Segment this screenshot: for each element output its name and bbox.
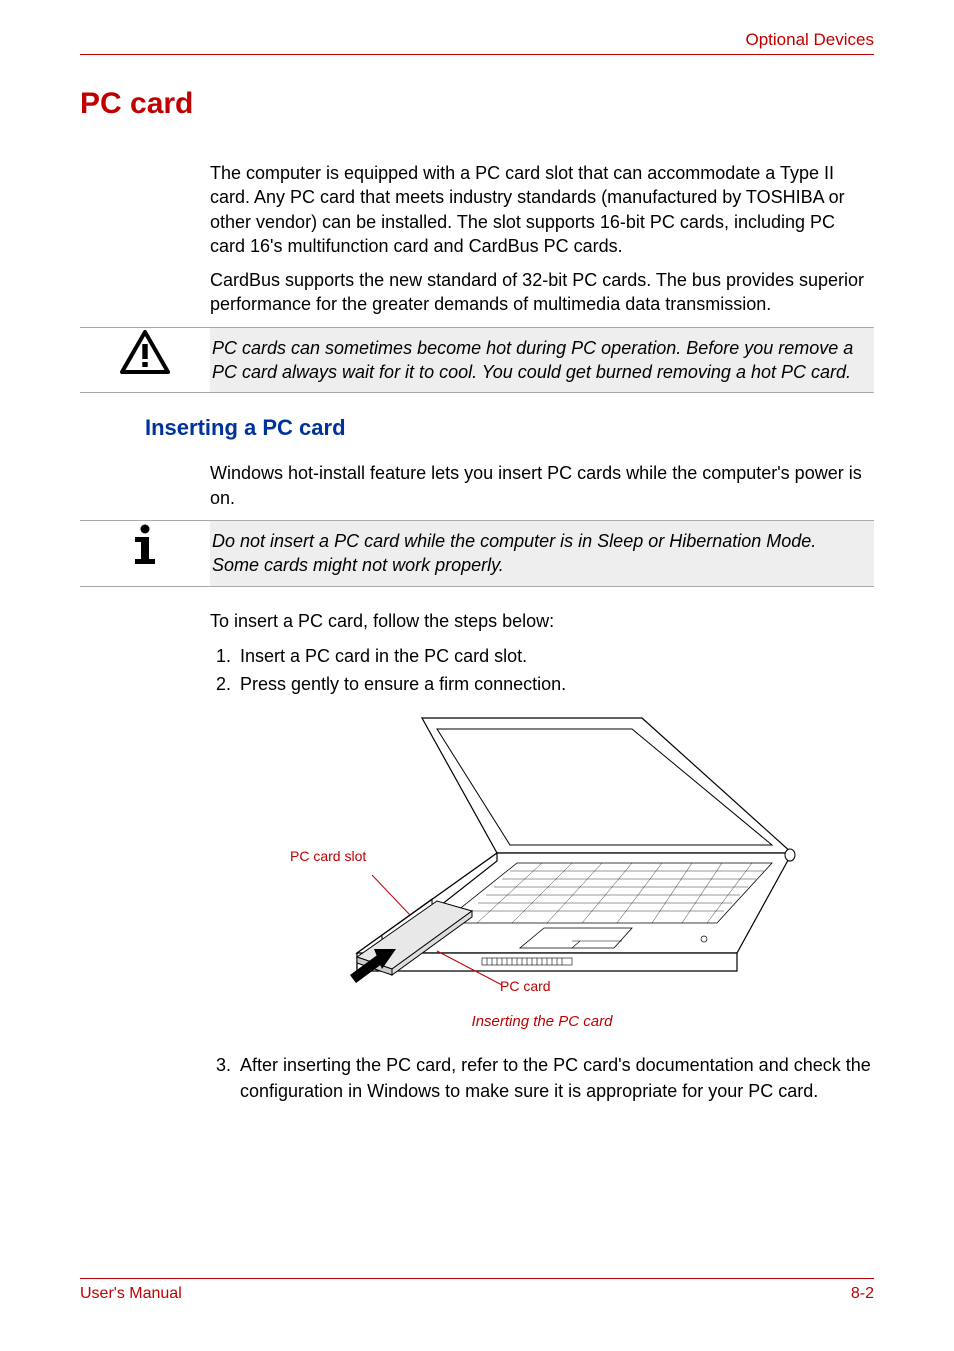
note-callout: Do not insert a PC card while the comput… [80,520,874,587]
step-2: Press gently to ensure a firm connection… [236,671,874,697]
insert-steps: Insert a PC card in the PC card slot. Pr… [210,643,874,697]
figure-wrap: PC card slot PC card [210,713,874,1003]
page-header: Optional Devices [80,30,874,55]
step-3: After inserting the PC card, refer to th… [236,1052,874,1104]
note-text: Do not insert a PC card while the comput… [210,525,864,582]
warning-text: PC cards can sometimes become hot during… [210,332,864,389]
insert-intro: Windows hot-install feature lets you ins… [210,461,874,510]
warning-callout: PC cards can sometimes become hot during… [80,327,874,394]
insert-paragraph-1: Windows hot-install feature lets you ins… [210,461,874,510]
intro-paragraph-1: The computer is equipped with a PC card … [210,161,874,258]
intro-block: The computer is equipped with a PC card … [210,161,874,317]
warning-icon [80,328,210,393]
figure-caption: Inserting the PC card [210,1013,874,1030]
figure-label-slot: PC card slot [290,848,366,864]
insert-lead: To insert a PC card, follow the steps be… [210,609,874,633]
info-icon [80,521,210,586]
chapter-name: Optional Devices [745,30,874,49]
subsection-title: Inserting a PC card [145,415,874,441]
page: Optional Devices PC card The computer is… [0,0,954,1351]
footer-right: 8-2 [851,1285,874,1303]
intro-paragraph-2: CardBus supports the new standard of 32-… [210,268,874,317]
section-title: PC card [80,87,874,121]
laptop-figure: PC card slot PC card [262,713,822,1003]
insert-steps-cont: After inserting the PC card, refer to th… [210,1052,874,1104]
footer-left: User's Manual [80,1285,182,1303]
page-footer: User's Manual 8-2 [80,1278,874,1303]
figure-label-card: PC card [500,978,551,994]
step-1: Insert a PC card in the PC card slot. [236,643,874,669]
insert-paragraph-2: To insert a PC card, follow the steps be… [210,609,874,633]
